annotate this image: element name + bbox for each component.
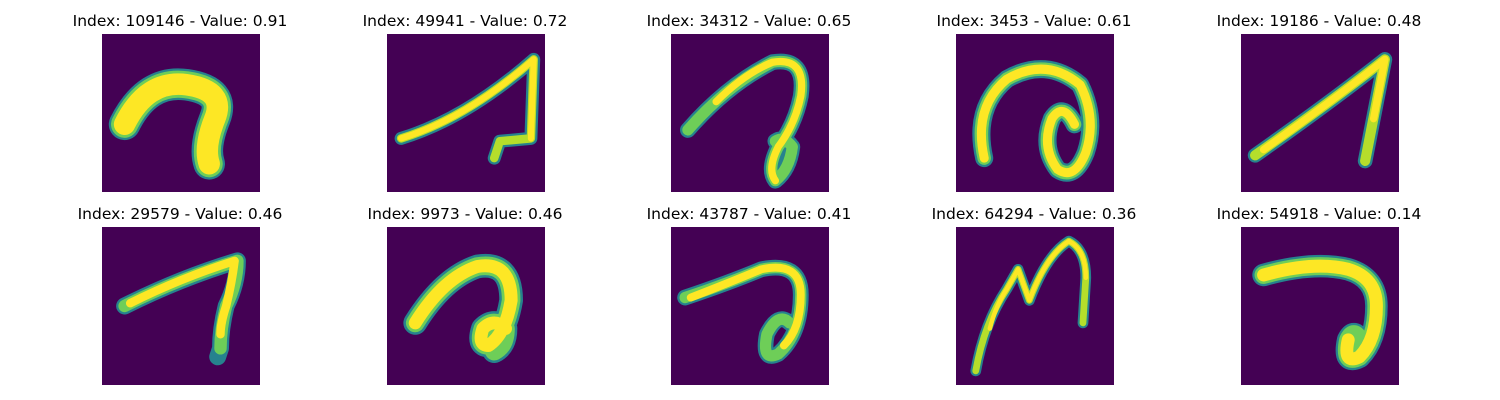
panel-title: Index: 9973 - Value: 0.46 <box>367 205 563 223</box>
panel-2: Index: 49941 - Value: 0.72 <box>355 10 575 192</box>
panel-title: Index: 19186 - Value: 0.48 <box>1216 12 1422 30</box>
digit-image <box>387 34 545 192</box>
panel-title: Index: 109146 - Value: 0.91 <box>72 12 288 30</box>
panel-10: Index: 54918 - Value: 0.14 <box>1209 203 1429 385</box>
panel-7: Index: 9973 - Value: 0.46 <box>355 203 575 385</box>
digit-image <box>102 227 260 385</box>
digit-image <box>956 34 1114 192</box>
panel-title: Index: 29579 - Value: 0.46 <box>77 205 283 223</box>
digit-image <box>102 34 260 192</box>
panel-title: Index: 43787 - Value: 0.41 <box>646 205 852 223</box>
digit-image <box>671 34 829 192</box>
digit-image <box>1241 227 1399 385</box>
panel-8: Index: 43787 - Value: 0.41 <box>639 203 859 385</box>
panel-9: Index: 64294 - Value: 0.36 <box>924 203 1144 385</box>
digit-image <box>956 227 1114 385</box>
panel-6: Index: 29579 - Value: 0.46 <box>70 203 290 385</box>
panel-1: Index: 109146 - Value: 0.91 <box>70 10 290 192</box>
panel-title: Index: 64294 - Value: 0.36 <box>931 205 1137 223</box>
digit-image <box>387 227 545 385</box>
panel-3: Index: 34312 - Value: 0.65 <box>639 10 859 192</box>
digit-image <box>1241 34 1399 192</box>
panel-5: Index: 19186 - Value: 0.48 <box>1209 10 1429 192</box>
digit-image <box>671 227 829 385</box>
panel-title: Index: 3453 - Value: 0.61 <box>936 12 1132 30</box>
panel-title: Index: 54918 - Value: 0.14 <box>1216 205 1422 223</box>
panel-title: Index: 49941 - Value: 0.72 <box>362 12 568 30</box>
panel-title: Index: 34312 - Value: 0.65 <box>646 12 852 30</box>
panel-4: Index: 3453 - Value: 0.61 <box>924 10 1144 192</box>
